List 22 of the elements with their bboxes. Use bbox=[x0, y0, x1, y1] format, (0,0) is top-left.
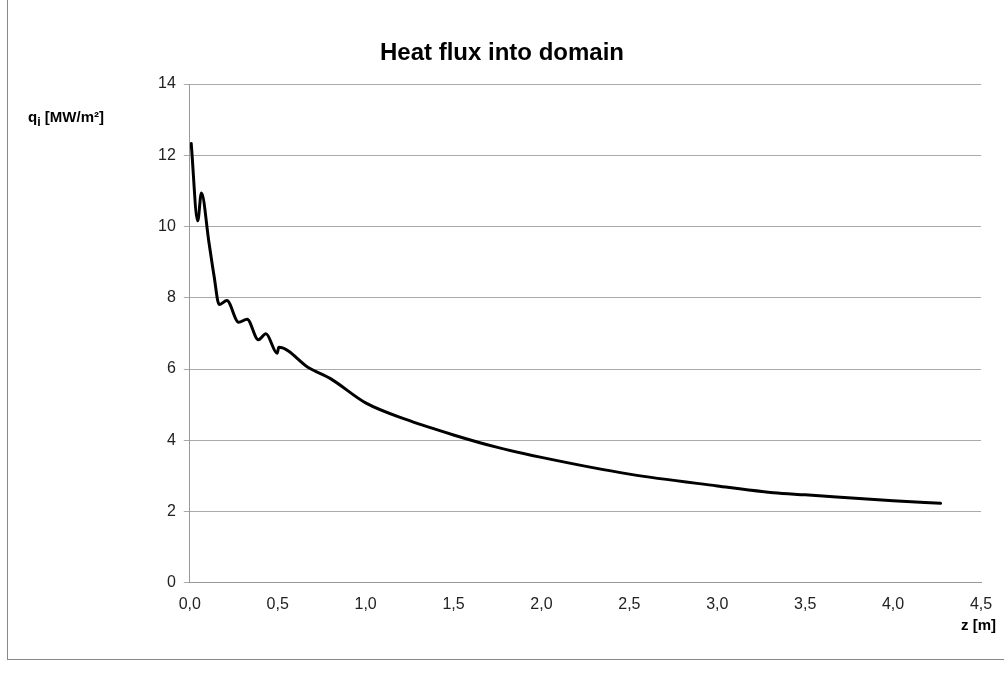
x-tick-label: 3,5 bbox=[794, 594, 817, 612]
x-tick-label: 0,5 bbox=[266, 594, 289, 612]
x-tick-label: 2,0 bbox=[530, 594, 553, 612]
x-tick-label: 3,0 bbox=[706, 594, 729, 612]
y-axis-title: q$_{i}$ [MW/m²] bbox=[28, 108, 104, 129]
y-tick-label: 6 bbox=[166, 359, 176, 377]
x-tick-label: 0,0 bbox=[178, 594, 202, 612]
y-tick-label: 8 bbox=[166, 288, 176, 306]
x-tick-label: 4,5 bbox=[969, 594, 993, 612]
y-tick-label: 0 bbox=[166, 573, 176, 591]
x-tick-label: 2,5 bbox=[618, 594, 641, 612]
y-tick-label: 14 bbox=[158, 74, 176, 92]
x-tick-label: 1,0 bbox=[354, 594, 377, 612]
x-axis-title: z [m] bbox=[961, 616, 996, 633]
chart-title: Heat flux into domain bbox=[379, 38, 625, 66]
x-tick-label: 1,5 bbox=[442, 594, 465, 612]
y-tick-label: 4 bbox=[166, 430, 176, 448]
y-tick-label: 12 bbox=[158, 145, 176, 163]
y-tick-label: 2 bbox=[166, 501, 176, 519]
line-series bbox=[189, 142, 943, 505]
y-tick-label: 10 bbox=[158, 216, 176, 234]
x-tick-label: 4,0 bbox=[881, 594, 905, 612]
